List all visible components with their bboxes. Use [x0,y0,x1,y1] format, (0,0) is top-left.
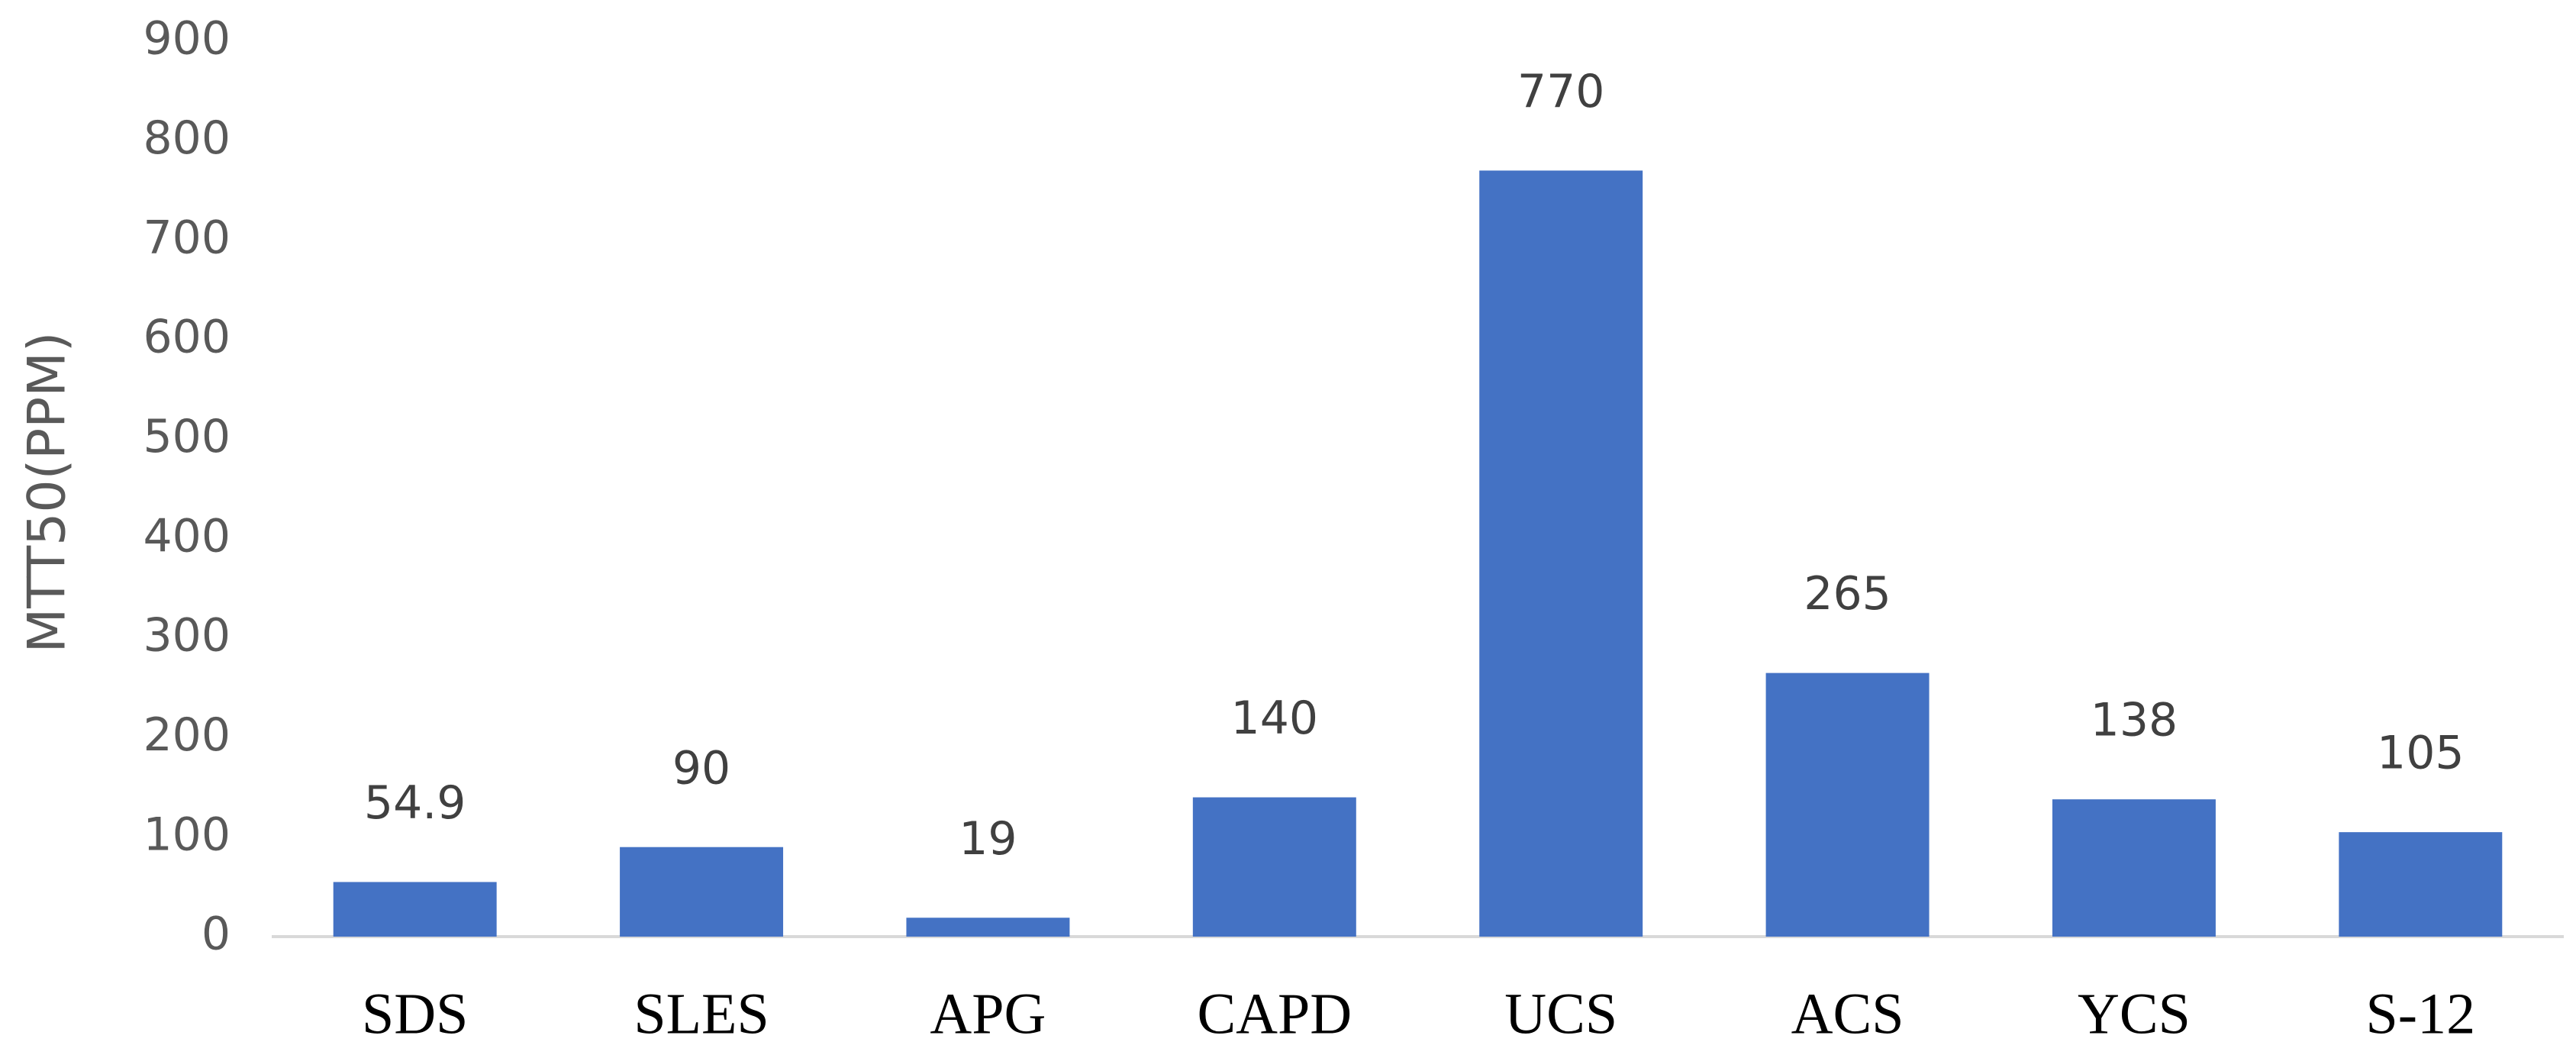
y-axis-label: MTT50(PPM) [18,332,78,653]
x-tick-label: CAPD [1197,982,1352,1046]
bar [906,918,1070,937]
x-tick-label: SLES [634,982,769,1046]
x-tick-label: APG [930,982,1046,1046]
x-tick-label: SDS [362,982,468,1046]
bar [2052,799,2216,937]
y-tick-label: 200 [143,708,231,762]
bar [1479,170,1643,937]
y-tick-label: 900 [143,12,231,66]
y-tick-label: 800 [143,111,231,165]
y-tick-label: 400 [143,509,231,563]
value-label: 19 [959,812,1017,866]
x-tick-label: S-12 [2366,982,2476,1046]
x-tick-label: ACS [1791,982,1904,1046]
y-tick-label: 0 [202,908,231,961]
x-tick-label: UCS [1504,982,1617,1046]
bar [1765,673,1930,937]
x-tick-label: YCS [2078,982,2191,1046]
value-label: 105 [2377,727,2465,780]
bar [2339,832,2503,937]
y-tick-label: 100 [143,808,231,861]
y-tick-label: 300 [143,609,231,663]
value-label: 265 [1804,567,1891,621]
value-label: 140 [1231,692,1319,745]
value-label: 770 [1517,65,1605,118]
bar [1192,797,1356,937]
bar [333,882,497,937]
y-tick-label: 700 [143,211,231,264]
bar [620,847,784,937]
y-tick-label: 500 [143,410,231,463]
value-label: 138 [2091,694,2178,747]
value-label: 54.9 [364,776,466,830]
value-label: 90 [672,741,730,795]
y-tick-label: 600 [143,311,231,364]
